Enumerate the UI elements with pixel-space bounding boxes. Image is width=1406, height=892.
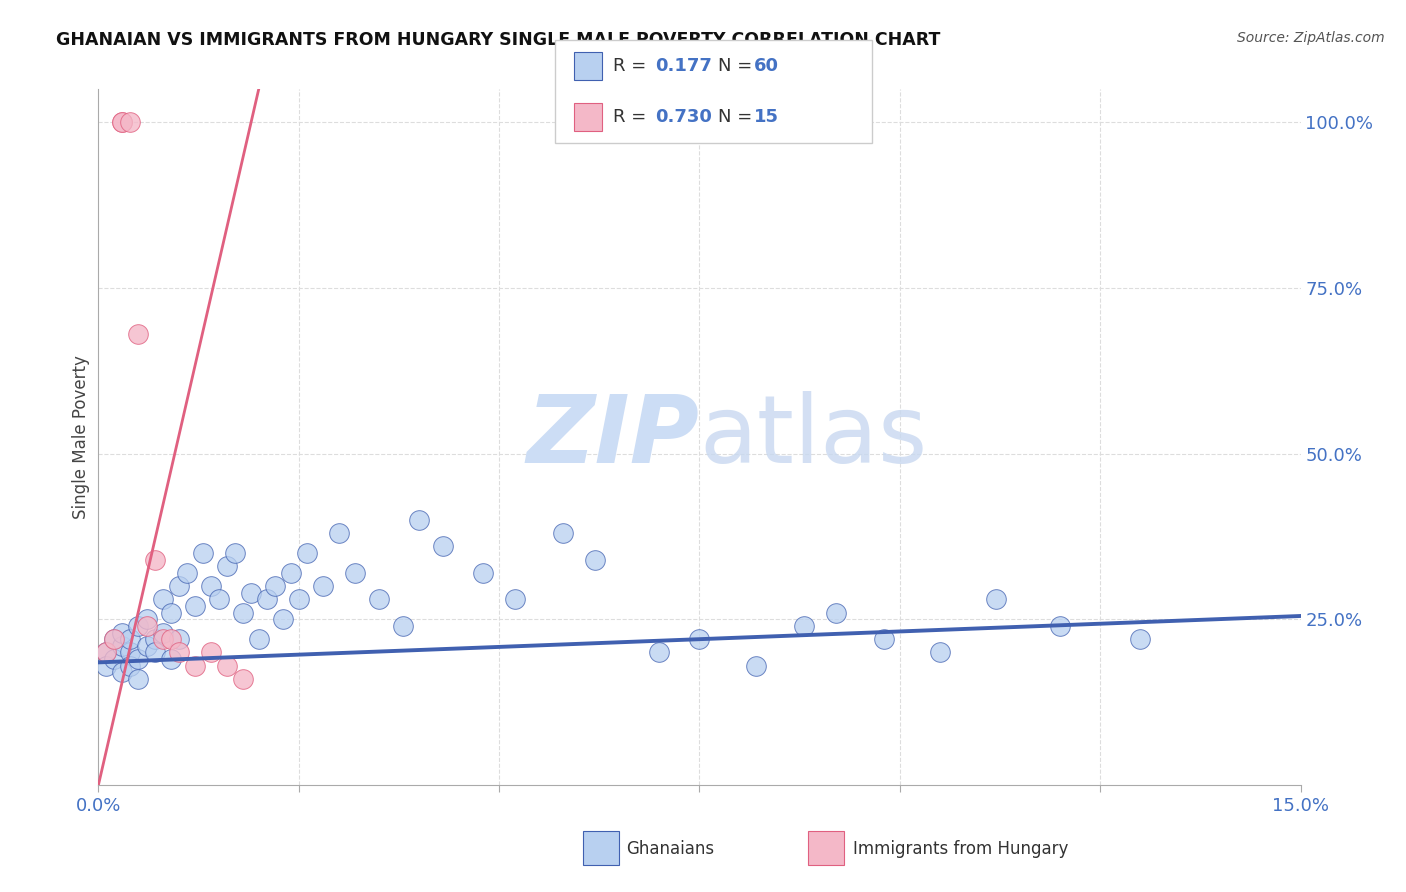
Point xyxy=(120,645,142,659)
Text: Source: ZipAtlas.com: Source: ZipAtlas.com xyxy=(1237,31,1385,45)
Point xyxy=(111,665,134,680)
Text: 0.177: 0.177 xyxy=(655,57,711,75)
Point xyxy=(239,586,262,600)
Point xyxy=(288,592,311,607)
Point xyxy=(1129,632,1152,647)
Text: Ghanaians: Ghanaians xyxy=(626,840,714,858)
Point xyxy=(167,632,190,647)
Point xyxy=(208,592,231,607)
Point xyxy=(135,612,157,626)
Text: 60: 60 xyxy=(754,57,779,75)
Point xyxy=(744,658,766,673)
Point xyxy=(215,658,238,673)
Point xyxy=(111,639,134,653)
Point xyxy=(263,579,285,593)
Point xyxy=(167,645,190,659)
Point xyxy=(215,559,238,574)
Text: R =: R = xyxy=(613,57,652,75)
Point xyxy=(183,658,205,673)
Point xyxy=(128,652,150,666)
Point xyxy=(689,632,711,647)
Text: GHANAIAN VS IMMIGRANTS FROM HUNGARY SINGLE MALE POVERTY CORRELATION CHART: GHANAIAN VS IMMIGRANTS FROM HUNGARY SING… xyxy=(56,31,941,49)
Point xyxy=(583,552,606,566)
Point xyxy=(984,592,1007,607)
Text: atlas: atlas xyxy=(700,391,928,483)
Point xyxy=(343,566,366,580)
Point xyxy=(191,546,214,560)
Point xyxy=(432,540,454,554)
Point xyxy=(503,592,526,607)
Point xyxy=(120,632,142,647)
Point xyxy=(128,327,150,342)
Point xyxy=(873,632,896,647)
Point xyxy=(271,612,294,626)
Point xyxy=(224,546,246,560)
Text: N =: N = xyxy=(718,57,758,75)
Point xyxy=(368,592,391,607)
Point xyxy=(200,579,222,593)
Point xyxy=(553,526,575,541)
Point xyxy=(472,566,495,580)
Point xyxy=(143,552,166,566)
Point xyxy=(103,632,125,647)
Point xyxy=(143,645,166,659)
Point xyxy=(111,115,134,129)
Point xyxy=(167,579,190,593)
Point xyxy=(120,115,142,129)
Point xyxy=(96,645,118,659)
Point xyxy=(96,658,118,673)
Point xyxy=(280,566,302,580)
Point xyxy=(152,625,174,640)
Point xyxy=(159,652,181,666)
Point xyxy=(111,115,134,129)
Point xyxy=(176,566,198,580)
Y-axis label: Single Male Poverty: Single Male Poverty xyxy=(72,355,90,519)
Point xyxy=(392,619,415,633)
Point xyxy=(135,639,157,653)
Point xyxy=(200,645,222,659)
Text: 0.730: 0.730 xyxy=(655,108,711,126)
Text: R =: R = xyxy=(613,108,652,126)
Point xyxy=(152,632,174,647)
Point xyxy=(793,619,815,633)
Point xyxy=(247,632,270,647)
Point xyxy=(128,672,150,686)
Point xyxy=(96,645,118,659)
Point xyxy=(232,606,254,620)
Point xyxy=(128,619,150,633)
Point xyxy=(159,606,181,620)
Point xyxy=(929,645,952,659)
Point xyxy=(159,632,181,647)
Point xyxy=(312,579,335,593)
Point xyxy=(135,619,157,633)
Point xyxy=(111,625,134,640)
Text: ZIP: ZIP xyxy=(527,391,700,483)
Point xyxy=(143,632,166,647)
Point xyxy=(256,592,278,607)
Point xyxy=(232,672,254,686)
Point xyxy=(328,526,350,541)
Point xyxy=(408,513,430,527)
Point xyxy=(295,546,318,560)
Point xyxy=(120,658,142,673)
Point xyxy=(648,645,671,659)
Point xyxy=(103,652,125,666)
Text: N =: N = xyxy=(718,108,758,126)
Point xyxy=(183,599,205,613)
Text: Immigrants from Hungary: Immigrants from Hungary xyxy=(853,840,1069,858)
Point xyxy=(824,606,846,620)
Point xyxy=(152,592,174,607)
Point xyxy=(1049,619,1071,633)
Text: 15: 15 xyxy=(754,108,779,126)
Point xyxy=(103,632,125,647)
